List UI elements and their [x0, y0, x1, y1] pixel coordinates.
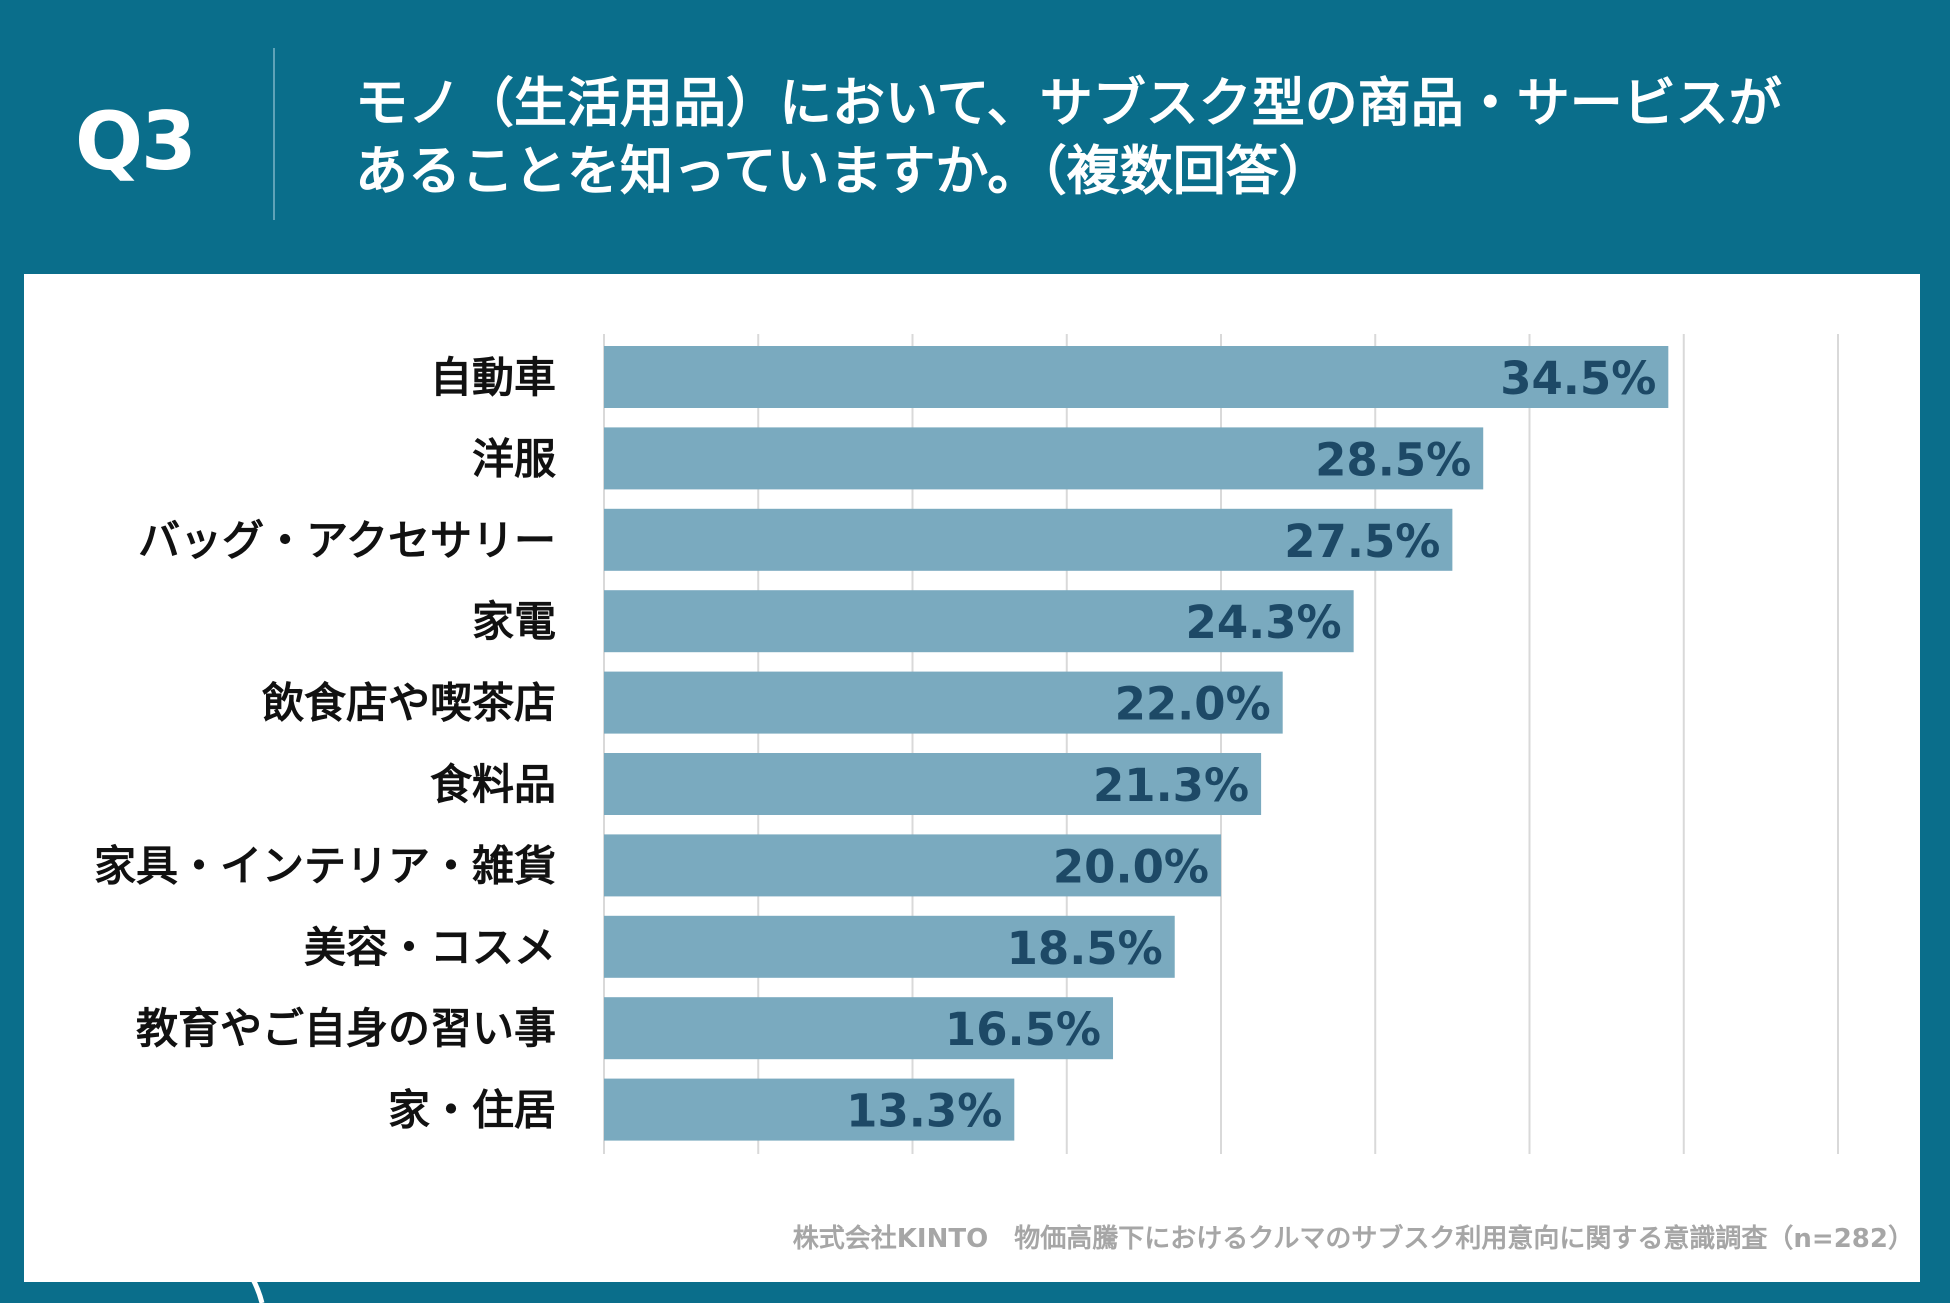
header-divider — [273, 48, 275, 220]
category-label-2: バッグ・アクセサリー — [138, 516, 556, 565]
value-label-8: 16.5% — [945, 1003, 1101, 1056]
kinto-logo: KINTO — [20, 1219, 247, 1284]
question-title: モノ（生活用品）において、サブスク型の商品・サービスが あることを知っていますか… — [355, 70, 1855, 206]
category-label-7: 美容・コスメ — [304, 923, 556, 972]
question-number: Q3 — [75, 95, 197, 188]
bar-9 — [604, 1078, 1015, 1141]
bar-0 — [604, 346, 1669, 408]
bar-8 — [604, 997, 1114, 1060]
value-label-4: 22.0% — [1115, 678, 1271, 731]
bar-6 — [604, 834, 1221, 897]
question-line-2: あることを知っていますか。（複数回答） — [355, 141, 1332, 202]
category-label-3: 家電 — [472, 597, 556, 646]
category-label-6: 家具・インテリア・雑貨 — [94, 841, 556, 890]
value-label-9: 13.3% — [846, 1085, 1002, 1138]
source-note: 株式会社KINTO 物価高騰下におけるクルマのサブスク利用意向に関する意識調査（… — [792, 1224, 1914, 1254]
bar-2 — [604, 508, 1453, 571]
category-label-8: 教育やご自身の習い事 — [136, 1004, 556, 1053]
category-label-4: 飲食店や喫茶店 — [262, 679, 556, 728]
value-label-5: 21.3% — [1093, 759, 1249, 812]
category-label-0: 自動車 — [430, 353, 556, 402]
bar-4 — [604, 671, 1283, 734]
bar-chart: 自動車 34.5% 洋服 28.5% バッグ・アクセサリー 27.5% 家電 24.3% 飲食店… — [94, 334, 1839, 1154]
chart-panel: 自動車 34.5% 洋服 28.5% バッグ・アクセサリー 27.5% 家電 24.3% 飲食店… — [24, 274, 1920, 1282]
value-label-1: 28.5% — [1315, 433, 1471, 486]
value-label-6: 20.0% — [1053, 840, 1209, 893]
logo-badge — [198, 1223, 265, 1303]
value-label-2: 27.5% — [1284, 515, 1440, 568]
value-label-3: 24.3% — [1186, 596, 1342, 649]
bar-1 — [604, 427, 1484, 490]
category-label-5: 食料品 — [430, 760, 556, 809]
bar-3 — [604, 590, 1354, 653]
question-line-1: モノ（生活用品）において、サブスク型の商品・サービスが — [355, 73, 1782, 134]
bar-5 — [604, 753, 1262, 815]
category-label-1: 洋服 — [472, 434, 556, 483]
bar-7 — [604, 915, 1175, 978]
value-label-0: 34.5% — [1500, 352, 1656, 405]
category-label-9: 家・住居 — [388, 1086, 556, 1135]
value-label-7: 18.5% — [1007, 922, 1163, 975]
